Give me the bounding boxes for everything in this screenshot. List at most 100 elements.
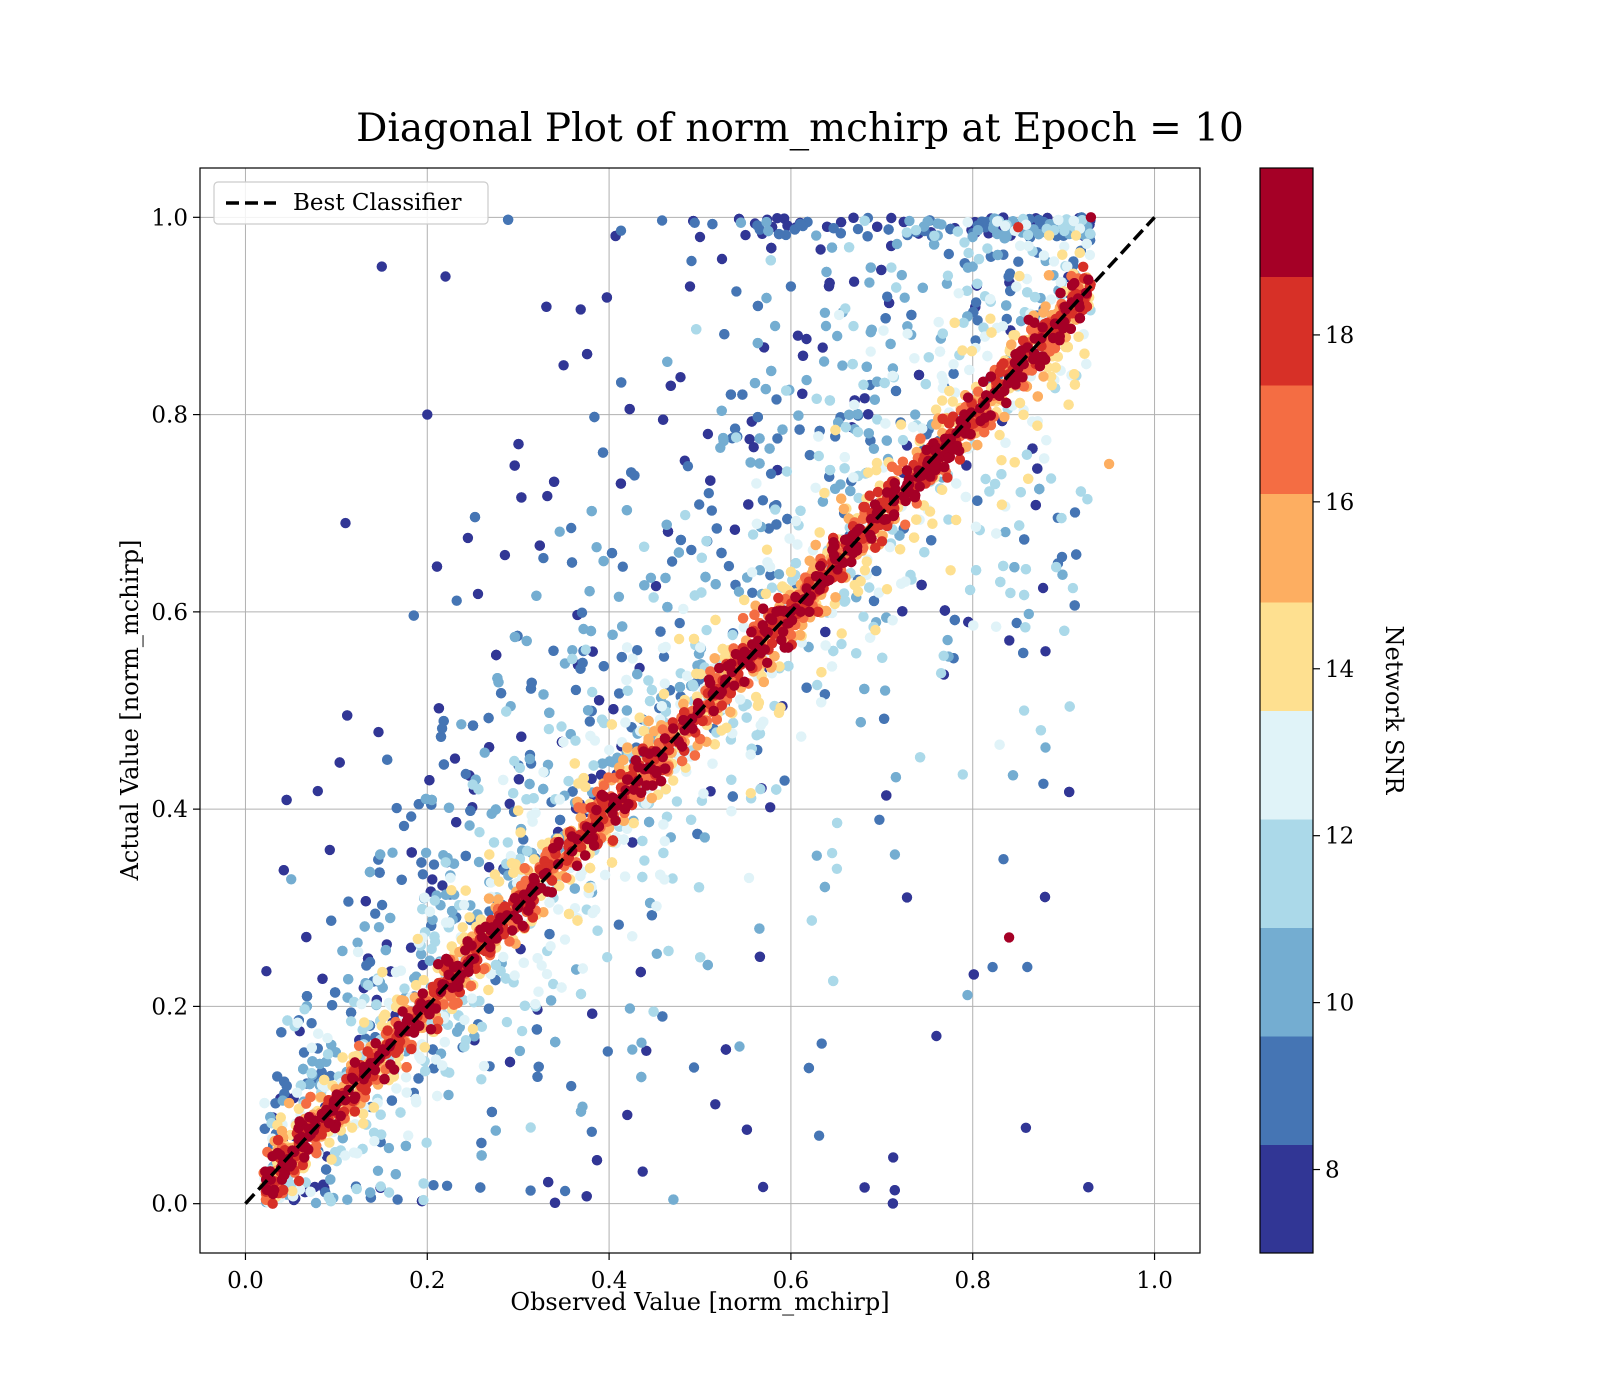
scatter-point (793, 410, 804, 421)
scatter-point (548, 476, 560, 487)
scatter-point (301, 931, 312, 943)
scatter-point (486, 1106, 498, 1118)
scatter-point (970, 335, 981, 346)
scatter-point (754, 923, 765, 934)
scatter-point (727, 629, 738, 641)
scatter-point (502, 837, 513, 848)
scatter-point (538, 689, 549, 700)
scatter-point (835, 228, 846, 239)
scatter-point (831, 863, 843, 874)
scatter-point (696, 552, 707, 563)
scatter-point (749, 609, 760, 620)
scatter-point (440, 271, 451, 282)
scatter-point (298, 1047, 310, 1058)
scatter-point (764, 443, 775, 454)
scatter-point (1029, 291, 1041, 303)
scatter-point (685, 814, 697, 825)
scatter-point (352, 937, 363, 948)
scatter-point (658, 651, 670, 662)
scatter-point (443, 802, 455, 813)
scatter-point (1011, 617, 1022, 629)
scatter-point (317, 973, 328, 984)
scatter-point (1008, 330, 1019, 341)
scatter-point (899, 292, 910, 303)
scatter-point (1034, 483, 1045, 495)
scatter-point (575, 870, 586, 882)
scatter-point (613, 919, 624, 930)
scatter-point (431, 561, 443, 572)
scatter-point (514, 762, 526, 774)
scatter-point (694, 231, 706, 243)
scatter-point (429, 936, 441, 947)
scatter-point (613, 591, 625, 602)
scatter-point (554, 526, 565, 537)
scatter-point (832, 330, 843, 342)
scatter-point (862, 231, 873, 242)
scatter-point (936, 219, 947, 230)
scatter-point (428, 1063, 440, 1074)
scatter-point (513, 438, 524, 450)
scatter-point (342, 1194, 353, 1205)
scatter-point (757, 1181, 769, 1193)
scatter-point (1073, 331, 1084, 342)
scatter-point (525, 1185, 536, 1196)
scatter-point (843, 409, 855, 420)
scatter-point (456, 719, 467, 730)
scatter-point (658, 819, 669, 830)
scatter-point (1083, 1182, 1094, 1193)
scatter-point (438, 759, 450, 770)
scatter-point (376, 261, 387, 272)
scatter-point (324, 844, 335, 856)
scatter-point (310, 1197, 322, 1209)
scatter-point (864, 582, 875, 593)
scatter-point (445, 872, 456, 883)
scatter-point (530, 998, 541, 1010)
scatter-point (937, 328, 948, 339)
scatter-point (820, 626, 831, 638)
scatter-point (582, 705, 594, 716)
scatter-point (828, 223, 839, 234)
scatter-point (635, 966, 646, 978)
scatter-point (1071, 549, 1082, 560)
scatter-point (1020, 564, 1032, 575)
scatter-point (365, 1187, 376, 1198)
scatter-point (437, 880, 448, 891)
scatter-point (1067, 582, 1079, 594)
scatter-point (375, 1181, 386, 1192)
scatter-point (928, 239, 940, 250)
scatter-point (345, 1007, 357, 1018)
scatter-point (997, 321, 1009, 332)
scatter-point (577, 963, 588, 974)
scatter-point (1033, 229, 1044, 240)
scatter-point (1069, 379, 1081, 390)
scatter-point (616, 651, 627, 663)
scatter-point (446, 885, 457, 896)
scatter-point (987, 961, 998, 973)
scatter-point (377, 966, 388, 978)
scatter-point (413, 1073, 424, 1084)
scatter-point (281, 794, 292, 806)
scatter-point (754, 433, 765, 444)
scatter-point (451, 817, 462, 828)
scatter-point (919, 547, 930, 558)
scatter-point (746, 567, 758, 578)
scatter-point (861, 556, 872, 567)
scatter-point (1043, 230, 1055, 241)
scatter-point (418, 1194, 429, 1206)
scatter-point (872, 221, 883, 232)
scatter-point (904, 215, 915, 227)
scatter-point (741, 1124, 753, 1135)
scatter-point (545, 941, 556, 952)
scatter-point (852, 586, 864, 597)
scatter-point (998, 560, 1009, 572)
scatter-point (644, 695, 656, 707)
scatter-point (980, 473, 991, 485)
scatter-point (598, 717, 610, 729)
scatter-point (519, 863, 530, 874)
scatter-points (258, 212, 1115, 1209)
scatter-point (1081, 358, 1092, 370)
scatter-point (1038, 250, 1050, 261)
scatter-point (305, 1186, 316, 1198)
scatter-point (322, 1032, 333, 1044)
scatter-point (320, 1164, 332, 1175)
